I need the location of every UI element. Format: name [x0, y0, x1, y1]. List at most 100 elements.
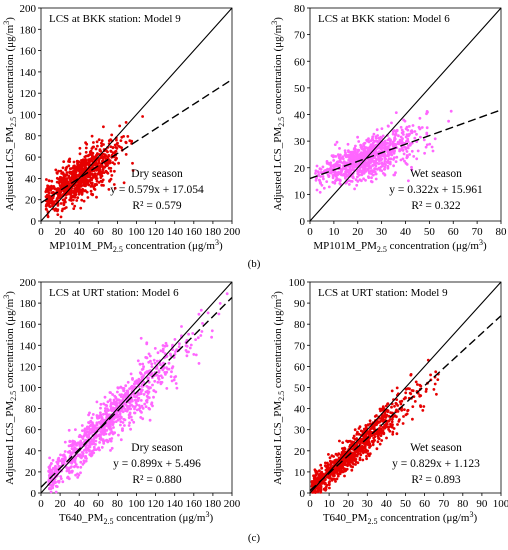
data-point [124, 384, 128, 388]
data-point [83, 155, 87, 159]
data-point [96, 415, 100, 419]
data-point [131, 169, 135, 172]
data-point [391, 432, 395, 436]
data-point [388, 429, 392, 433]
data-point [62, 203, 66, 207]
data-point [352, 454, 356, 457]
x-tick-label: 140 [166, 498, 183, 510]
data-point [87, 421, 90, 424]
data-point [74, 463, 78, 466]
data-point [97, 157, 101, 161]
data-point [130, 139, 134, 143]
data-point [411, 405, 415, 408]
data-point [71, 202, 74, 206]
data-point [115, 147, 119, 150]
x-tick-label: 10 [328, 226, 340, 238]
data-point [356, 171, 360, 175]
x-tick-label: 20 [352, 226, 364, 238]
data-point [116, 141, 119, 145]
data-point [405, 150, 409, 153]
data-point [76, 465, 80, 469]
data-point [58, 459, 62, 463]
data-point [124, 402, 127, 406]
data-point [430, 145, 434, 149]
y-tick-label: 140 [20, 67, 37, 79]
data-point [350, 180, 354, 183]
data-point [366, 139, 369, 143]
data-point [401, 422, 405, 425]
data-point [322, 177, 325, 181]
y-tick-label: 20 [25, 195, 37, 207]
data-point [79, 460, 83, 464]
data-point [381, 164, 384, 168]
data-point [87, 183, 90, 187]
data-point [105, 414, 109, 418]
y-tick-label: 30 [294, 136, 306, 148]
data-point [375, 447, 379, 451]
data-point [385, 425, 388, 429]
data-point [79, 171, 82, 175]
data-point [93, 183, 97, 186]
data-point [335, 140, 339, 144]
data-point [381, 426, 385, 429]
data-point [327, 453, 330, 456]
ticks-layer: 0 10 20 30 40 50 60 70 80 0 10 20 30 40 50 60 70 80 [294, 3, 507, 238]
data-point [119, 415, 122, 418]
data-point [385, 436, 388, 440]
x-tick-label: 70 [438, 498, 450, 510]
data-point [382, 432, 386, 436]
data-point [124, 121, 128, 124]
data-point [81, 429, 84, 432]
data-point [101, 168, 105, 172]
data-point [140, 404, 144, 408]
data-point [79, 455, 82, 459]
y-tick-label: 0 [300, 216, 306, 228]
data-point [376, 430, 379, 434]
data-point [99, 413, 103, 417]
data-point [419, 135, 422, 139]
data-point [110, 430, 114, 434]
data-point [406, 137, 410, 141]
data-point [377, 437, 381, 441]
data-point [73, 187, 76, 191]
data-point [109, 166, 113, 170]
data-point [362, 434, 366, 438]
data-point [395, 155, 399, 159]
x-tick-label: 100 [128, 498, 145, 510]
data-point [109, 177, 113, 181]
data-point [184, 349, 188, 352]
data-point [347, 183, 351, 186]
data-point [112, 406, 115, 410]
data-point [319, 181, 322, 184]
data-point [341, 470, 345, 474]
data-point [63, 440, 67, 444]
data-point [356, 175, 359, 179]
data-point [368, 431, 372, 435]
data-point [390, 420, 394, 424]
data-point [174, 350, 177, 353]
data-point [316, 489, 320, 492]
data-point [354, 178, 358, 182]
data-point [68, 160, 72, 164]
x-tick-label: 0 [307, 498, 313, 510]
data-point [399, 158, 403, 162]
data-point [375, 423, 379, 426]
data-point [132, 420, 136, 424]
y-tick-label: 50 [294, 83, 306, 95]
data-point [113, 162, 116, 166]
data-point [133, 398, 137, 402]
data-point [68, 439, 72, 443]
data-point [353, 187, 356, 191]
data-point [350, 152, 354, 155]
x-tick-label: 60 [93, 498, 105, 510]
data-point [94, 147, 98, 151]
data-point [399, 402, 403, 406]
data-point [322, 481, 326, 484]
data-point [194, 353, 198, 357]
data-point [329, 171, 333, 175]
data-point [95, 153, 99, 157]
data-point [93, 174, 97, 177]
data-point [169, 354, 173, 357]
data-point [60, 194, 63, 198]
data-point [376, 140, 379, 143]
